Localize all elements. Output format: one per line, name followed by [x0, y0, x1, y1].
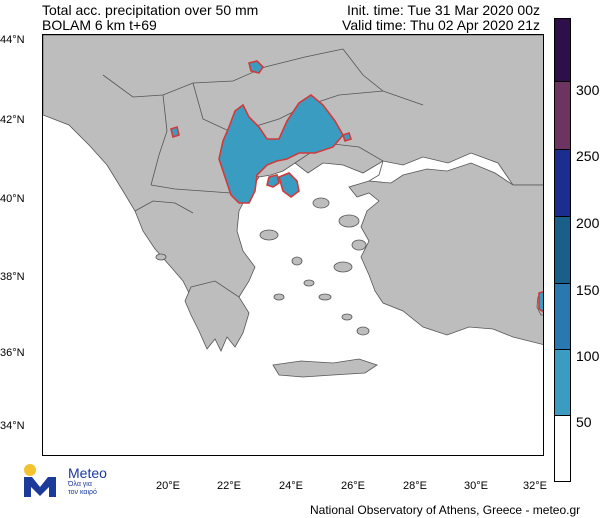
- colorbar-segment-200-250: [555, 150, 570, 217]
- lon-label-24e: 24°E: [279, 480, 303, 492]
- lon-label-22e: 22°E: [217, 480, 241, 492]
- logo-name: Meteo: [68, 465, 107, 481]
- precip-area-albania: [170, 125, 180, 139]
- colorbar-segment-above-300: [555, 19, 570, 82]
- lat-label-36n: 36°N: [0, 347, 25, 359]
- colorbar-label-100: 100: [576, 348, 600, 364]
- logo-tagline-line2: τον καιρό: [68, 489, 97, 496]
- map-title: Total acc. precipitation over 50 mm: [42, 2, 259, 18]
- lat-label-38n: 38°N: [0, 271, 25, 283]
- aegean-islands: [155, 197, 370, 336]
- model-subtitle: BOLAM 6 km t+69: [42, 17, 157, 33]
- precip-area-north-greece: [218, 94, 344, 204]
- lat-label-40n: 40°N: [0, 193, 25, 205]
- colorbar-segment-150-200: [555, 217, 570, 284]
- meteo-logo: Meteo Όλα για τον καιρό: [22, 463, 122, 499]
- valid-time: Valid time: Thu 02 Apr 2020 21z: [342, 17, 540, 33]
- lon-label-30e: 30°E: [464, 480, 488, 492]
- land-balkans: [43, 35, 543, 336]
- colorbar-label-250: 250: [576, 148, 600, 164]
- colorbar-label-200: 200: [576, 215, 600, 231]
- precip-area-bulgaria-north: [248, 60, 265, 74]
- meteo-logo-icon: [24, 464, 56, 497]
- colorbar-label-150: 150: [576, 282, 600, 298]
- colorbar-label-50: 50: [576, 414, 592, 430]
- lon-label-26e: 26°E: [341, 480, 365, 492]
- colorbar-segment-below-50: [555, 416, 570, 481]
- lon-label-32e: 32°E: [523, 480, 547, 492]
- colorbar-label-300: 300: [576, 82, 600, 98]
- land-crete: [272, 358, 378, 378]
- land-peloponnese: [184, 280, 250, 352]
- init-time: Init. time: Tue 31 Mar 2020 00z: [347, 2, 540, 18]
- precipitation-areas: [170, 60, 543, 313]
- precip-area-thessaloniki: [266, 174, 280, 188]
- map-canvas: [43, 35, 543, 455]
- lat-label-42n: 42°N: [0, 114, 25, 126]
- footer-credit: National Observatory of Athens, Greece -…: [310, 503, 581, 517]
- precip-area-cyprus: [538, 290, 543, 313]
- precipitation-map: [42, 34, 544, 456]
- precip-area-chalkidiki: [278, 172, 300, 198]
- colorbar-segment-50-100: [555, 350, 570, 416]
- lat-label-34n: 34°N: [0, 420, 25, 432]
- colorbar-segment-100-150: [555, 284, 570, 350]
- lon-label-28e: 28°E: [403, 480, 427, 492]
- lon-label-20e: 20°E: [156, 480, 180, 492]
- logo-tagline-line1: Όλα για: [68, 481, 92, 488]
- colorbar-segment-250-300: [555, 82, 570, 150]
- land-anatolia: [348, 162, 543, 345]
- precipitation-colorbar: [554, 18, 571, 482]
- precip-area-thrace: [341, 131, 353, 143]
- lat-label-44n: 44°N: [0, 34, 25, 46]
